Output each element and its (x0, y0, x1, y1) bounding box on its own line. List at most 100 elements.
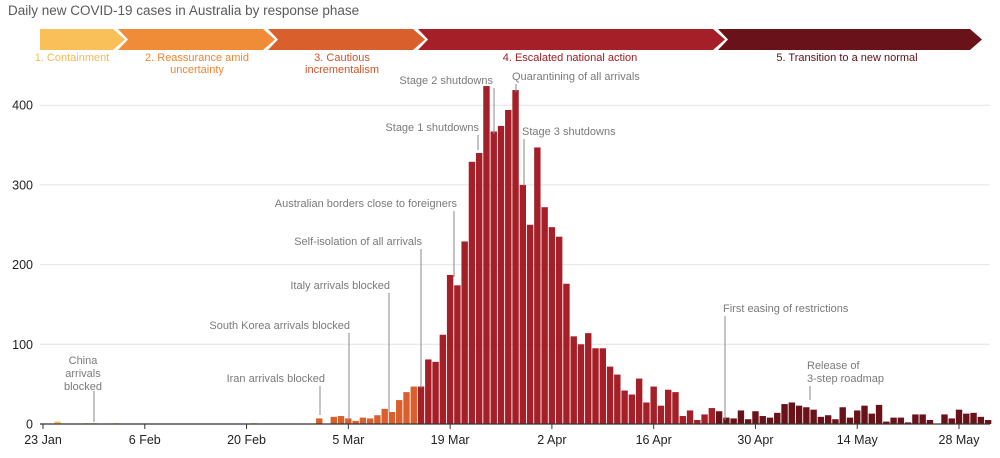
x-tick-label: 16 Apr (636, 433, 672, 447)
y-axis: 0 100 200 300 400 (12, 99, 33, 432)
annotation-label: Stage 2 shutdowns (399, 75, 493, 87)
phase-2-label: uncertainty (170, 64, 224, 76)
y-tick-label: 400 (12, 99, 33, 113)
phase-5-arrow (718, 29, 982, 50)
bar (614, 374, 621, 424)
chart-title: Daily new COVID-19 cases in Australia by… (8, 3, 359, 18)
bar (657, 405, 665, 424)
bar (541, 207, 548, 424)
bar (439, 334, 447, 424)
bar (403, 392, 410, 424)
bar (577, 344, 585, 424)
bar (948, 418, 955, 424)
bar (868, 413, 875, 424)
x-tick-label: 6 Feb (129, 433, 161, 447)
bar (686, 410, 694, 424)
bar (781, 404, 788, 424)
bar (599, 348, 606, 424)
bar (650, 386, 657, 424)
bar (352, 420, 359, 424)
bar (977, 416, 985, 424)
bar (446, 274, 454, 424)
bar (854, 410, 861, 424)
bar (497, 125, 505, 424)
bar (737, 410, 745, 424)
bar (337, 416, 345, 424)
phase-3-label: incrementalism (305, 64, 379, 76)
bar (795, 405, 803, 424)
x-tick-label: 20 Feb (227, 433, 266, 447)
x-tick-label: 2 Apr (537, 433, 566, 447)
bar (672, 392, 679, 424)
bar (984, 420, 992, 424)
y-tick-label: 100 (12, 338, 33, 352)
bar (665, 389, 672, 424)
bar (570, 336, 577, 424)
bar (635, 378, 643, 424)
bar (774, 412, 781, 424)
bar (788, 402, 796, 424)
annotation-label: China (69, 355, 99, 367)
bar (374, 415, 381, 424)
bar (330, 416, 337, 424)
x-tick-label: 5 Mar (332, 433, 364, 447)
phase-2-label: 2. Reassurance amid (145, 52, 249, 64)
phase-1-label: 1. Containment (35, 52, 110, 64)
phase-5-label: 5. Transition to a new normal (776, 52, 917, 64)
bar (476, 153, 483, 424)
bar (955, 409, 963, 424)
bar (606, 366, 614, 424)
bar (526, 224, 534, 424)
bar (890, 417, 897, 424)
annotation-label: Italy arrivals blocked (290, 280, 390, 292)
x-tick-label: 14 May (837, 433, 879, 447)
bar (963, 413, 970, 424)
annotation-label: Stage 1 shutdowns (385, 122, 479, 134)
bar (534, 147, 541, 425)
x-tick-label: 30 Apr (737, 433, 773, 447)
bar (410, 386, 417, 424)
bar (897, 417, 905, 424)
bar (512, 90, 519, 424)
bar (432, 361, 439, 424)
bar (396, 400, 403, 424)
bar (366, 418, 374, 424)
phase-2-arrow (118, 29, 275, 50)
bar (417, 386, 425, 424)
bar (548, 227, 556, 424)
bar (912, 414, 919, 424)
bar (621, 390, 628, 424)
bar (904, 422, 912, 424)
annotation-label: Release of (807, 360, 861, 372)
bar (919, 414, 926, 424)
annotation-label: arrivals (65, 368, 101, 380)
annotation-label: Iran arrivals blocked (227, 373, 325, 385)
bar (592, 348, 599, 424)
y-tick-label: 300 (12, 178, 33, 192)
bar (861, 405, 868, 424)
bar (454, 285, 461, 424)
bar (708, 408, 716, 424)
phase-1-arrow (40, 29, 125, 50)
bar (679, 416, 686, 424)
x-tick-label: 28 May (939, 433, 981, 447)
bar (715, 411, 723, 424)
bar (759, 416, 766, 424)
bar (883, 421, 890, 424)
bar (54, 421, 61, 424)
annotation-label: blocked (64, 381, 102, 393)
bar (461, 241, 468, 424)
bar (563, 283, 570, 424)
x-tick-label: 23 Jan (24, 433, 62, 447)
bar (505, 109, 512, 425)
bar (694, 420, 701, 424)
bar (926, 420, 934, 424)
bar (723, 417, 730, 424)
bar (730, 418, 737, 424)
bar (555, 236, 563, 424)
phase-3-label: 3. Cautious (314, 52, 370, 64)
annotation-label: Quarantining of all arrivals (512, 71, 640, 83)
bar (832, 419, 839, 424)
bar (359, 417, 367, 424)
bar (803, 407, 810, 424)
